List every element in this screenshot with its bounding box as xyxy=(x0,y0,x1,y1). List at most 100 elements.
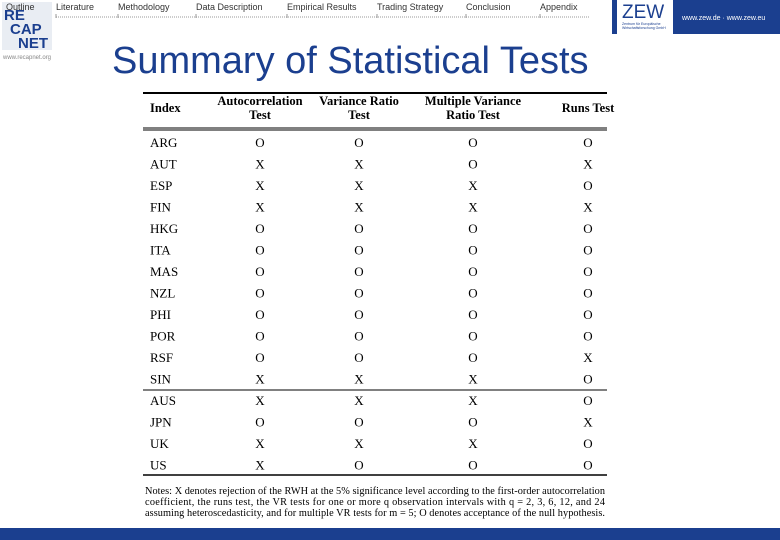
nav-item[interactable]: Appendix xyxy=(540,2,578,12)
cell: O xyxy=(255,350,264,365)
cell: O xyxy=(583,286,592,301)
logo-subtitle: Wirtschaftsforschung GmbH xyxy=(622,26,666,30)
cell: O xyxy=(583,178,592,193)
slide-title: Summary of Statistical Tests xyxy=(112,40,589,82)
cell: X xyxy=(468,372,478,387)
cell: O xyxy=(255,243,264,258)
cell: X xyxy=(255,200,265,215)
cell: X xyxy=(354,157,364,172)
cell: O xyxy=(354,458,363,473)
logo-text: CAP xyxy=(10,21,42,38)
cell: O xyxy=(583,393,592,408)
nav-item[interactable]: Conclusion xyxy=(466,2,511,12)
header-cell: Autocorrelation xyxy=(217,94,302,108)
row-label: AUT xyxy=(150,157,177,172)
nav-item[interactable]: Empirical Results xyxy=(287,2,357,12)
cell: X xyxy=(468,200,478,215)
nav-item[interactable]: Data Description xyxy=(196,2,263,12)
cell: O xyxy=(255,307,264,322)
cell: O xyxy=(468,243,477,258)
cell: O xyxy=(468,264,477,279)
cell: O xyxy=(583,135,592,150)
cell: O xyxy=(354,264,363,279)
row-label: ESP xyxy=(150,178,172,193)
notes: coefficient, the runs test, the VR tests… xyxy=(145,497,605,508)
notes: assuming heteroscedasticity, and for mul… xyxy=(145,508,605,519)
recapnet-logo: RE CAP NET www.recapnet.org xyxy=(2,2,52,61)
cell: X xyxy=(255,436,265,451)
row-label: POR xyxy=(150,329,176,344)
logo-text: ZEW xyxy=(622,2,664,23)
cell: O xyxy=(583,307,592,322)
cell: O xyxy=(468,157,477,172)
header-cell: Ratio Test xyxy=(446,108,501,122)
cell: X xyxy=(255,372,265,387)
logo-text: NET xyxy=(18,35,48,52)
header-cell: Runs Test xyxy=(562,101,615,115)
cell: X xyxy=(354,178,364,193)
cell: O xyxy=(354,307,363,322)
cell: O xyxy=(583,243,592,258)
row-label: JPN xyxy=(150,415,172,430)
cell: O xyxy=(583,458,592,473)
nav-item[interactable]: Methodology xyxy=(118,2,170,12)
cell: X xyxy=(468,393,478,408)
cell: O xyxy=(255,135,264,150)
row-label: RSF xyxy=(150,350,173,365)
header-cell: Multiple Variance xyxy=(425,94,522,108)
cell: X xyxy=(583,415,593,430)
row-label: AUS xyxy=(150,393,176,408)
row-label: ARG xyxy=(150,135,177,150)
row-label: PHI xyxy=(150,307,171,322)
cell: X xyxy=(583,350,593,365)
nav-item[interactable]: Trading Strategy xyxy=(377,2,444,12)
cell: O xyxy=(583,329,592,344)
cell: X xyxy=(468,436,478,451)
row-label: FIN xyxy=(150,200,172,215)
cell: X xyxy=(468,178,478,193)
logo-bg xyxy=(2,2,52,50)
cell: O xyxy=(468,307,477,322)
cell: O xyxy=(354,415,363,430)
cell: X xyxy=(583,200,593,215)
cell: O xyxy=(354,286,363,301)
logo-box xyxy=(617,0,673,34)
cell: X xyxy=(354,372,364,387)
cell: O xyxy=(354,221,363,236)
cell: X xyxy=(255,458,265,473)
cell: O xyxy=(583,372,592,387)
cell: O xyxy=(354,329,363,344)
zew-logo: ZEW Zentrum für Europäische Wirtschaftsf… xyxy=(612,0,780,34)
logo-text: RE xyxy=(4,7,25,24)
cell: O xyxy=(468,221,477,236)
logo-url: www.zew.de · www.zew.eu xyxy=(681,15,765,22)
cell: O xyxy=(583,436,592,451)
cell: O xyxy=(255,264,264,279)
header-cell: Index xyxy=(150,101,181,115)
nav: Outline Literature Methodology Data Descrip… xyxy=(6,2,590,18)
row-label: UK xyxy=(150,436,169,451)
cell: O xyxy=(468,415,477,430)
footer-bar xyxy=(0,528,780,540)
cell: O xyxy=(468,350,477,365)
nav-item[interactable]: Literature xyxy=(56,2,94,12)
cell: O xyxy=(255,221,264,236)
row-label: US xyxy=(150,458,167,473)
row-label: ITA xyxy=(150,243,171,258)
cell: O xyxy=(354,243,363,258)
cell: O xyxy=(255,415,264,430)
header-cell: Variance Ratio xyxy=(319,94,399,108)
cell: O xyxy=(468,458,477,473)
row-label: MAS xyxy=(150,264,178,279)
nav-item[interactable]: Outline xyxy=(6,2,35,12)
cell: O xyxy=(255,286,264,301)
cell: X xyxy=(255,178,265,193)
cell: X xyxy=(354,436,364,451)
cell: O xyxy=(468,135,477,150)
cell: X xyxy=(583,157,593,172)
row-label: NZL xyxy=(150,286,175,301)
row-label: HKG xyxy=(150,221,178,236)
notes: Notes: X denotes rejection of the RWH at… xyxy=(145,486,605,497)
